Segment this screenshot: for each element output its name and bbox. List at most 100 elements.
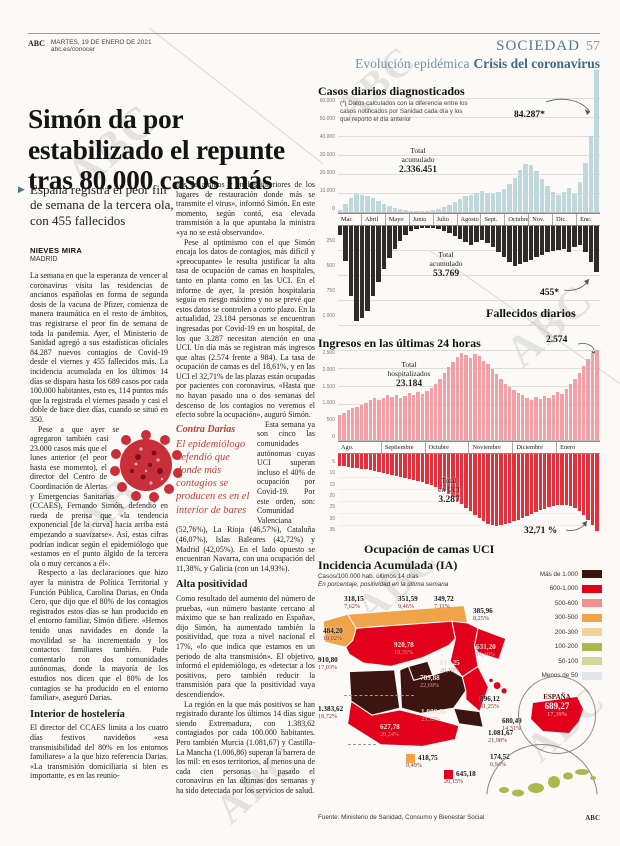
bar bbox=[359, 404, 364, 440]
bar bbox=[507, 184, 512, 212]
axis-tick: 30 bbox=[329, 515, 335, 522]
month-axis-ingresos: Ago. Septiembre Octubre Noviembre Diciembre E… bbox=[338, 441, 600, 454]
bar bbox=[490, 194, 496, 212]
bar bbox=[438, 454, 442, 490]
axis-tick: 750 bbox=[326, 287, 335, 294]
bar bbox=[573, 378, 577, 440]
bar bbox=[595, 350, 599, 440]
axis-tick: 50.000 bbox=[319, 116, 335, 122]
bar bbox=[567, 188, 572, 212]
legend-label: 500-600 bbox=[554, 599, 578, 607]
bar bbox=[577, 454, 582, 512]
total-acumulado-fallecidos: Total acumulado 53.769 bbox=[429, 250, 463, 279]
bar bbox=[451, 454, 455, 498]
bar bbox=[545, 186, 550, 212]
month-label: Noviembre bbox=[468, 442, 512, 453]
bar bbox=[365, 226, 370, 311]
y-axis-fallecidos: 250 500 750 1.000 bbox=[318, 228, 335, 328]
bar bbox=[512, 177, 517, 212]
label-ocupacion-uci: Ocupación de camas UCI bbox=[364, 542, 495, 556]
map-region-extremadura bbox=[348, 669, 401, 716]
bar bbox=[419, 226, 425, 228]
bar bbox=[507, 226, 512, 262]
paragraph: nes de amigos y en los interiores de los… bbox=[176, 180, 315, 237]
bar bbox=[582, 366, 586, 440]
bar bbox=[486, 454, 490, 524]
bar bbox=[346, 410, 351, 440]
bar bbox=[412, 454, 416, 480]
espana-pct: 17,39% bbox=[546, 711, 568, 718]
bar bbox=[521, 395, 525, 440]
bar bbox=[521, 454, 525, 518]
pull-quote-label: Contra Darias bbox=[176, 423, 236, 435]
bar bbox=[370, 198, 376, 212]
bar bbox=[342, 454, 346, 467]
bar bbox=[583, 162, 588, 212]
bar bbox=[595, 454, 599, 531]
annotation-uci-3271: 32,71 % bbox=[524, 526, 558, 536]
bar bbox=[425, 226, 430, 228]
legend-swatch bbox=[582, 642, 602, 651]
bar bbox=[577, 181, 583, 212]
body-column-2: nes de amigos y en los interiores de los… bbox=[176, 180, 315, 840]
bar bbox=[468, 194, 474, 212]
section-title: SOCIEDAD bbox=[496, 38, 580, 54]
month-label: Sept. bbox=[480, 214, 504, 225]
total-acumulado-casos: Total acumulado 2.336.451 bbox=[399, 146, 437, 175]
legend-row: 600-1.000 bbox=[518, 584, 602, 593]
bar bbox=[551, 394, 555, 440]
bar bbox=[567, 226, 572, 252]
bar bbox=[525, 397, 529, 440]
bar bbox=[368, 454, 372, 471]
bar bbox=[429, 388, 433, 440]
axis-tick: 10.000 bbox=[319, 188, 335, 194]
bar bbox=[474, 192, 479, 212]
issue-date: MARTES, 19 DE ENERO DE 2021 bbox=[50, 39, 152, 46]
legend-row: 500-600 bbox=[518, 599, 602, 607]
bar bbox=[525, 454, 529, 516]
kicker-bold: Crisis del coronavirus bbox=[473, 56, 600, 71]
month-label: Diciembre bbox=[512, 442, 556, 453]
bar bbox=[420, 393, 425, 440]
legend-label: 300-500 bbox=[554, 614, 578, 621]
bar bbox=[473, 353, 477, 440]
bar bbox=[539, 226, 545, 255]
bar bbox=[516, 393, 521, 440]
bar bbox=[385, 454, 390, 475]
bars-casos-diarios bbox=[338, 69, 600, 213]
bar bbox=[561, 226, 567, 249]
axis-tick: 500 bbox=[326, 417, 335, 424]
bar bbox=[343, 204, 348, 212]
bar bbox=[457, 226, 463, 239]
paragraph: Como resultado del aumento del número de… bbox=[176, 594, 315, 700]
bar bbox=[572, 193, 577, 212]
bar bbox=[338, 209, 343, 212]
map-region-andalucia bbox=[347, 700, 460, 747]
bar bbox=[594, 226, 599, 272]
bar bbox=[508, 387, 512, 440]
subhead-interior-hosteleria: Interior de hostelería bbox=[30, 708, 125, 720]
bar bbox=[433, 383, 438, 440]
bar bbox=[447, 204, 452, 212]
bar bbox=[479, 191, 485, 212]
bar bbox=[556, 194, 561, 212]
bar bbox=[547, 398, 551, 440]
bar bbox=[577, 373, 582, 440]
bar bbox=[534, 454, 538, 513]
subhead-alta-positividad: Alta positividad bbox=[176, 579, 248, 591]
pull-quote: Contra Darias El epidemiólogo defendió q… bbox=[176, 424, 252, 517]
legend-label: 600-1.000 bbox=[549, 585, 578, 592]
bar bbox=[372, 454, 377, 472]
bar bbox=[555, 454, 560, 506]
bar bbox=[572, 226, 577, 247]
bar bbox=[403, 396, 407, 440]
y-axis-casos: 60.000 50.000 40.000 30.000 20.000 10.000 0 bbox=[318, 98, 335, 212]
bar bbox=[392, 226, 397, 249]
bar bbox=[441, 207, 447, 212]
bar bbox=[436, 208, 441, 212]
bar bbox=[351, 454, 355, 468]
bar bbox=[397, 209, 403, 212]
source-credit: Fuente: Ministerio de Sanidad, Consumo y… bbox=[318, 814, 485, 821]
map-region-castilla-la-mancha bbox=[399, 665, 467, 714]
paragraph: La semana en que la esperanza de vencer … bbox=[30, 271, 168, 424]
